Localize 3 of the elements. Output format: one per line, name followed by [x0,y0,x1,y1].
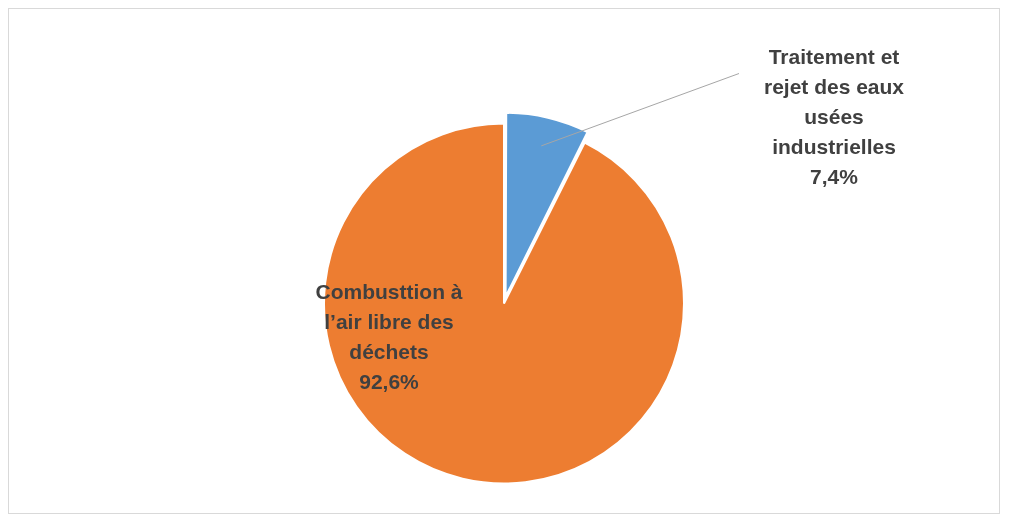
slice-label: Traitement et rejet des eaux usées industrielles [763,45,905,159]
data-label: 92,6% [359,370,420,394]
data-label: 7,4% [810,165,859,189]
